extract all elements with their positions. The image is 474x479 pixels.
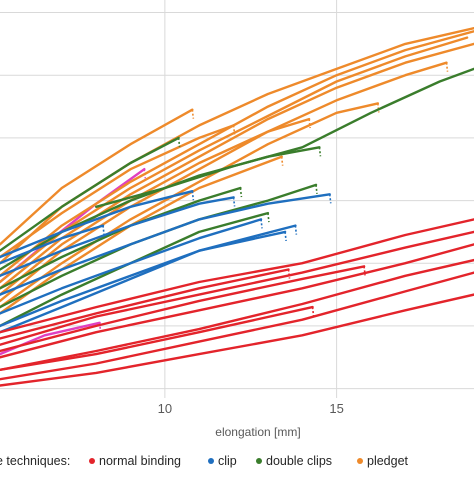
curve-normal-binding [0,268,290,340]
curve-failure-drop [445,62,449,72]
x-tick-label: 10 [158,401,172,416]
legend-label-clip: clip [218,454,237,468]
curve-pledget [0,102,379,309]
legend-label-double-clips: double clips [266,454,332,468]
curve-failure-drop [284,231,287,241]
legend-marker-normal-binding [89,458,95,464]
x-tick-label: 15 [329,401,343,416]
series-clip [0,189,332,334]
curve-failure-drop [280,156,284,166]
legend-title: e techniques: [0,454,70,468]
curve-normal-binding [0,230,474,346]
curve-double-clips [94,67,474,209]
legend-label-pledget: pledget [367,454,409,468]
curve-failure-drop [318,147,322,157]
curve-pledget [0,124,235,259]
curve-failure-drop [308,118,311,129]
legend-marker-pledget [357,458,363,464]
curve-failure-drop [315,184,318,194]
curve-clip [0,224,297,334]
curve-normal-binding [0,258,474,371]
curve-failure-drop [294,225,298,235]
series-normal-binding [0,218,474,387]
curve-failure-drop [239,187,243,198]
curve-failure-drop [177,137,181,147]
curve-failure-drop [267,213,270,223]
curve-pledget [0,61,448,303]
curve-pledget [0,36,469,284]
curve-failure-drop [191,191,195,201]
curve-pledget [0,42,474,290]
curve-failure-drop [260,219,263,229]
curve-normal-binding [0,218,474,334]
legend-marker-double-clips [256,458,262,464]
curve-pledget [0,155,283,315]
curve-failure-drop [287,269,291,279]
legend-label-normal-binding: normal binding [99,454,181,468]
curve-pledget [0,117,311,296]
curve-failure-drop [232,197,236,207]
curve-normal-binding [0,271,474,381]
curve-clip [0,224,105,265]
curve-clip [0,218,263,315]
curve-failure-drop [311,307,315,317]
curve-failure-drop [363,266,366,276]
curve-normal-binding [0,243,474,359]
curve-failure-drop [328,194,332,204]
curve-failure-drop [102,225,105,235]
curve-failure-drop [232,125,236,135]
curve-failure-drop [191,109,195,119]
legend: e techniques: normal binding clip double… [0,454,409,468]
curve-clip [0,193,331,296]
x-axis-label: elongation [mm] [215,425,300,439]
curve-normal-binding [0,305,314,371]
curve-pledget [0,108,194,246]
curve-normal-binding [0,265,366,353]
curve-failure-drop [377,103,380,113]
series-layer [0,27,474,387]
curve-clip [0,189,194,259]
curve-normal-binding [0,293,474,387]
curve-clip [0,196,235,277]
x-axis-ticks: 10 15 [158,401,344,416]
curve-double-clips [0,136,180,252]
legend-marker-clip [208,458,214,464]
